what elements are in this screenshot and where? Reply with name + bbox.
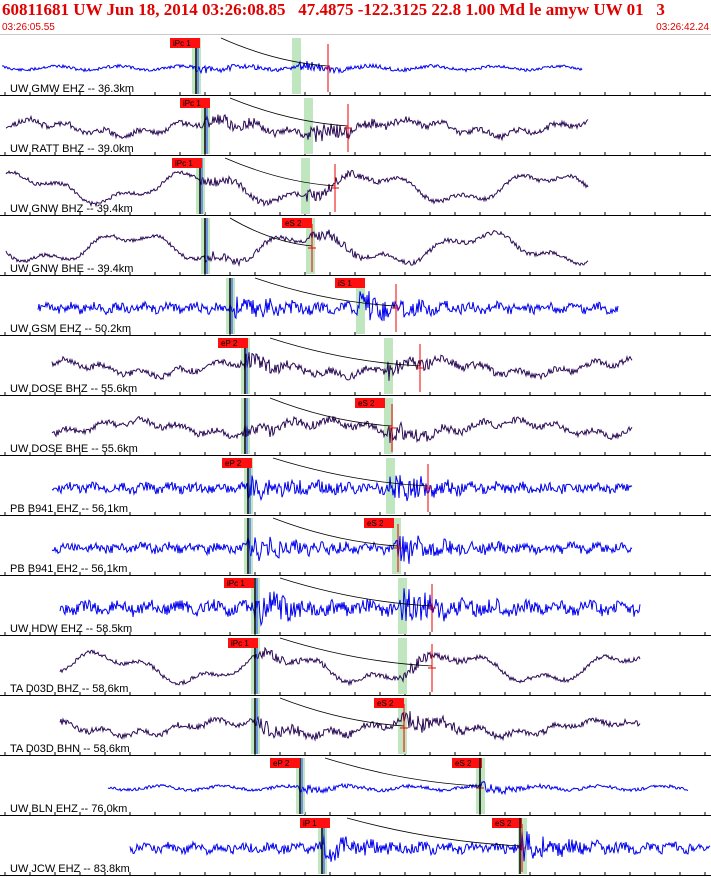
moveout-curve (229, 97, 349, 127)
pick-label-box-2[interactable] (452, 758, 482, 768)
pick-label-box[interactable] (300, 818, 330, 828)
pick-label-box[interactable] (218, 338, 248, 348)
waveform-trace (51, 535, 633, 564)
pick-label: eP 2 (273, 759, 290, 768)
pick-label: eS 2 (358, 399, 375, 408)
moveout-curve (269, 397, 393, 427)
pick-label: iP 1 (303, 819, 317, 828)
waveform-trace (5, 113, 589, 142)
trace-row: eS 2 UW DOSE BHE -- 55.6km (0, 397, 711, 456)
trace-row: eP 2 PB B941 EHZ -- 56.1km (0, 457, 711, 516)
channel-label: UW BLN EHZ -- 76.0km (10, 803, 127, 815)
pick-label: eS 2 (377, 699, 394, 708)
pick-label: iPc 1 (183, 99, 201, 108)
s-pick-window (398, 638, 407, 694)
pick-label-box[interactable] (180, 98, 210, 108)
moveout-curve (279, 697, 405, 727)
s-pick-window (304, 98, 313, 154)
pick-label-box[interactable] (270, 758, 300, 768)
moveout-curve (279, 637, 433, 667)
moveout-curve (220, 37, 329, 67)
start-time: 03:26:05.55 (2, 22, 55, 33)
waveform-trace (37, 291, 619, 322)
pick-label-2: eS 2 (495, 819, 512, 828)
pick-label: eS 2 (367, 519, 384, 528)
waveform-trace (59, 711, 641, 742)
channel-label: TA D03D BHZ -- 58.6km (10, 683, 128, 695)
trace-row: iP 1 eS 2 UW JCW EHZ -- 83.8km (0, 817, 711, 876)
pick-label-2: eS 2 (455, 759, 472, 768)
waveform-trace (51, 352, 633, 381)
channel-label: UW DOSE BHZ -- 55.6km (10, 383, 137, 395)
waveform-trace (59, 588, 641, 627)
moveout-curve (269, 337, 421, 367)
moveout-curve (346, 817, 523, 847)
trace-row: eS 2 UW GNW BHE -- 39.4km (0, 217, 711, 276)
pick-label-box-2[interactable] (492, 818, 522, 828)
moveout-curve (254, 277, 397, 307)
header-divider (0, 34, 711, 35)
moveout-curve (272, 457, 429, 487)
event-title: 60811681 UW Jun 18, 2014 03:26:08.85 47.… (2, 0, 665, 19)
pick-label-box[interactable] (335, 278, 365, 288)
waveform-trace (59, 646, 641, 687)
trace-row: eS 2 TA D03D BHN -- 58.6km (0, 697, 711, 756)
channel-label: UW JCW EHZ -- 83.8km (10, 863, 130, 875)
pick-label-box[interactable] (282, 218, 312, 228)
channel-label: UW HDW EHZ -- 58.5km (10, 623, 132, 635)
channel-label: UW GNW BHE -- 39.4km (10, 263, 133, 275)
pick-label-box[interactable] (355, 398, 385, 408)
trace-row: iPc 1 UW RATT BHZ -- 39.0km (0, 97, 711, 156)
channel-label: PB B941 EH2 -- 56.1km (10, 563, 127, 575)
trace-row: iPc 1 UW HDW EHZ -- 58.5km (0, 577, 711, 636)
waveform-trace (1, 60, 583, 75)
pick-label: iPc 1 (175, 159, 193, 168)
trace-row: iS 1 UW GSM EHZ -- 50.2km (0, 277, 711, 336)
pick-label-box[interactable] (170, 38, 200, 48)
s-pick-window (356, 278, 365, 334)
pick-label-box[interactable] (228, 638, 258, 648)
s-pick-window (398, 578, 407, 634)
channel-label: UW DOSE BHE -- 55.6km (10, 443, 138, 455)
moveout-curve (272, 517, 399, 547)
channel-label: UW GNW BHZ -- 39.4km (10, 203, 133, 215)
channel-label: UW GSM EHZ -- 50.2km (10, 323, 131, 335)
pick-label: iS 1 (338, 279, 352, 288)
end-time: 03:26:42.24 (656, 22, 709, 33)
pick-label-box[interactable] (222, 458, 252, 468)
trace-row: iPc 1 TA D03D BHZ -- 58.6km (0, 637, 711, 696)
pick-label: eP 2 (221, 339, 238, 348)
waveform-trace (5, 229, 589, 268)
pick-label-box[interactable] (374, 698, 404, 708)
moveout-curve (324, 757, 481, 787)
pick-label: eP 2 (225, 459, 242, 468)
waveform-trace (107, 780, 689, 796)
channel-label: TA D03D BHN -- 58.6km (10, 743, 130, 755)
channel-label: PB B941 EHZ -- 56.1km (10, 503, 128, 515)
channel-label: UW GMW EHZ -- 36.3km (10, 83, 134, 95)
pick-label-box[interactable] (172, 158, 202, 168)
record-header: 60811681 UW Jun 18, 2014 03:26:08.85 47.… (0, 0, 711, 36)
s-pick-window (301, 158, 310, 214)
waveform-trace (51, 475, 633, 502)
moveout-curve (229, 217, 313, 247)
pick-label: iPc 1 (173, 39, 191, 48)
waveform-trace (51, 415, 633, 444)
pick-label-box[interactable] (364, 518, 394, 528)
moveout-curve (279, 577, 433, 607)
pick-label: iPc 1 (227, 579, 245, 588)
trace-row: eP 2 UW DOSE BHZ -- 55.6km (0, 337, 711, 396)
pick-label-box[interactable] (224, 578, 254, 588)
trace-row: eP 2 eS 2 UW BLN EHZ -- 76.0km (0, 757, 711, 816)
waveform-trace (5, 169, 589, 208)
trace-row: iPc 1 UW GMW EHZ -- 36.3km (0, 37, 711, 96)
trace-row: iPc 1 UW GNW BHZ -- 39.4km (0, 157, 711, 216)
waveform-trace (129, 830, 711, 862)
seismogram-panel: iPc 1 UW GMW EHZ -- 36.3km iPc 1 UW RATT BH… (0, 37, 711, 876)
trace-row: eS 2 PB B941 EH2 -- 56.1km (0, 517, 711, 576)
channel-label: UW RATT BHZ -- 39.0km (10, 143, 134, 155)
pick-label: eS 2 (285, 219, 302, 228)
moveout-curve (224, 157, 336, 187)
pick-label: iPc 1 (231, 639, 249, 648)
